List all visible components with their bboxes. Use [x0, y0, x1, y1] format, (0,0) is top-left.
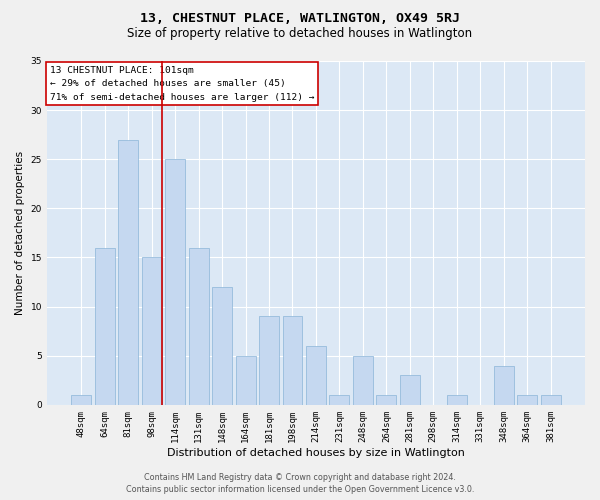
X-axis label: Distribution of detached houses by size in Watlington: Distribution of detached houses by size … — [167, 448, 465, 458]
Bar — [494, 366, 514, 405]
Text: 13, CHESTNUT PLACE, WATLINGTON, OX49 5RJ: 13, CHESTNUT PLACE, WATLINGTON, OX49 5RJ — [140, 12, 460, 26]
Text: Size of property relative to detached houses in Watlington: Size of property relative to detached ho… — [127, 28, 473, 40]
Bar — [71, 395, 91, 405]
Bar — [447, 395, 467, 405]
Bar — [165, 159, 185, 405]
Bar — [541, 395, 560, 405]
Bar — [259, 316, 279, 405]
Text: 13 CHESTNUT PLACE: 101sqm
← 29% of detached houses are smaller (45)
71% of semi-: 13 CHESTNUT PLACE: 101sqm ← 29% of detac… — [50, 66, 314, 102]
Bar — [376, 395, 397, 405]
Bar — [353, 356, 373, 405]
Bar — [329, 395, 349, 405]
Y-axis label: Number of detached properties: Number of detached properties — [15, 151, 25, 315]
Bar — [118, 140, 138, 405]
Text: Contains HM Land Registry data © Crown copyright and database right 2024.
Contai: Contains HM Land Registry data © Crown c… — [126, 472, 474, 494]
Bar — [236, 356, 256, 405]
Bar — [306, 346, 326, 405]
Bar — [95, 248, 115, 405]
Bar — [188, 248, 209, 405]
Bar — [212, 287, 232, 405]
Bar — [283, 316, 302, 405]
Bar — [400, 376, 420, 405]
Bar — [517, 395, 537, 405]
Bar — [142, 258, 162, 405]
